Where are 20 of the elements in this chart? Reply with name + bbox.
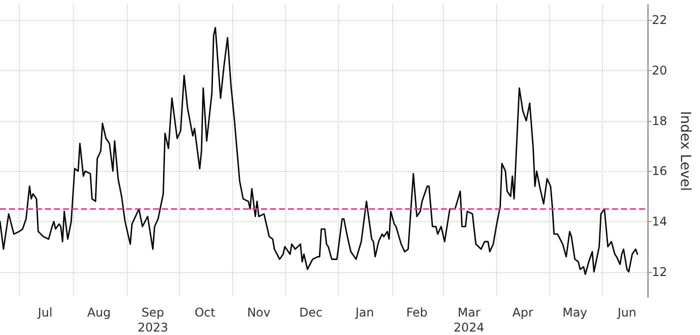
x-tick-label: Sep 2023 [138, 306, 168, 334]
x-tick-label: Aug [87, 306, 111, 320]
y-tick-label: 18 [652, 114, 668, 128]
line-series [0, 26, 638, 276]
x-tick-label: Jul [36, 306, 52, 320]
y-tick-label: 14 [652, 214, 668, 228]
x-tick-label: May [562, 306, 588, 320]
y-tick-label: 20 [652, 63, 668, 78]
x-tick-label: Dec [299, 306, 323, 320]
y-tick-label: 22 [652, 13, 668, 28]
x-tick-label: Apr [512, 306, 534, 320]
x-tick-label: Jan [354, 306, 374, 320]
x-tick-label: Nov [247, 306, 270, 320]
x-tick-label: Oct [194, 306, 216, 320]
y-tick-label: 12 [652, 264, 668, 279]
y-axis-title: Index Level [677, 111, 693, 191]
x-tick-label: Jun [616, 306, 636, 320]
y-tick-label: 16 [652, 164, 668, 178]
x-tick-label: Mar 2024 [454, 306, 484, 334]
x-tick-label: Feb [406, 306, 428, 320]
